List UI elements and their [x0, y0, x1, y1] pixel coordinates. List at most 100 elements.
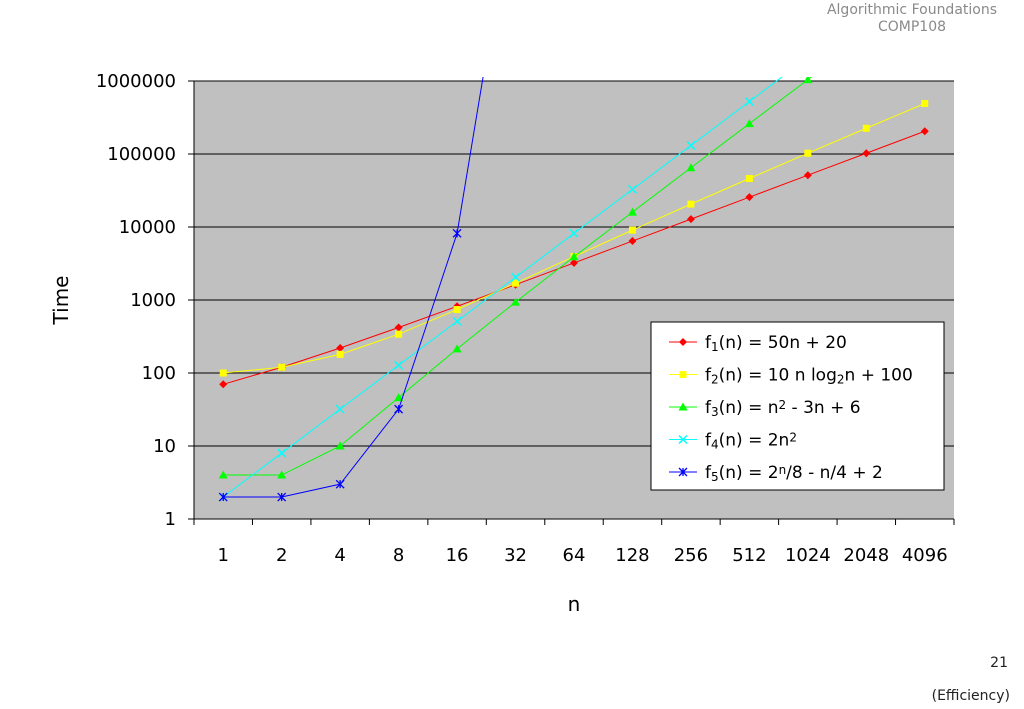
- legend-item-f2: f2(n) = 10 n log2n + 100: [669, 366, 913, 387]
- data-point-f2: [628, 226, 636, 234]
- legend-label-f1: f1(n) = 50n + 20: [705, 333, 847, 354]
- x-tick-label: 32: [504, 545, 527, 566]
- legend-item-f4: f4(n) = 2n2: [669, 430, 797, 452]
- data-point-f2: [687, 200, 695, 208]
- data-point-f1: [219, 380, 228, 389]
- data-point-f3: [218, 470, 228, 479]
- data-point-f2: [804, 149, 812, 157]
- data-point-f3: [627, 207, 637, 216]
- data-point-f4: [686, 140, 696, 150]
- x-tick-label: 8: [393, 545, 404, 566]
- data-point-f3: [277, 470, 287, 479]
- grid-lines: [194, 80, 954, 520]
- data-point-f1: [394, 323, 403, 332]
- slide-header: Algorithmic Foundations COMP108: [812, 2, 1012, 36]
- data-point-f3: [335, 441, 345, 450]
- data-point-f5: [335, 479, 345, 489]
- x-tick-label: 16: [446, 545, 469, 566]
- data-point-f4: [569, 228, 579, 238]
- data-point-f5: [452, 228, 462, 238]
- slide-topic: (Efficiency): [931, 688, 1010, 704]
- y-tick-label: 1: [165, 509, 176, 530]
- x-tick-label: 1024: [785, 545, 831, 566]
- legend-label-f3: f3(n) = n2 - 3n + 6: [705, 398, 861, 419]
- data-point-f2: [336, 350, 344, 358]
- data-point-f1: [745, 193, 754, 202]
- data-point-f4: [511, 272, 521, 282]
- y-tick-label: 100: [142, 363, 176, 384]
- data-point-f5: [277, 492, 287, 502]
- course-code: COMP108: [877, 19, 947, 35]
- course-title: Algorithmic Foundations: [826, 2, 998, 18]
- x-tick-label: 2048: [843, 545, 889, 566]
- data-point-f2: [453, 306, 461, 314]
- series-line-f5: [223, 77, 484, 498]
- data-point-f4: [394, 360, 404, 370]
- data-point-f3: [569, 252, 579, 261]
- axes: [188, 80, 955, 525]
- legend-item-f3: f3(n) = n2 - 3n + 6: [669, 398, 861, 419]
- legend-marker-f5: [678, 467, 688, 477]
- data-point-f3: [511, 297, 521, 306]
- legend: f1(n) = 50n + 20 f2(n) = 10 n log2n + 100…: [650, 321, 945, 491]
- data-point-f4: [627, 184, 637, 194]
- data-point-f2: [921, 100, 929, 108]
- series-f5: [218, 77, 484, 502]
- y-tick-labels: 1 10 100 1000 10000 100000 1000000: [96, 71, 176, 530]
- series-f1: [219, 127, 929, 389]
- data-point-f1: [862, 149, 871, 158]
- data-point-f4: [335, 404, 345, 414]
- y-tick-label: 10: [153, 436, 176, 457]
- data-point-f2: [395, 330, 403, 338]
- data-point-f5: [394, 404, 404, 414]
- legend-label-f5: f5(n) = 2n/8 - n/4 + 2: [705, 463, 883, 484]
- x-tick-label: 4: [334, 545, 345, 566]
- data-point-f1: [920, 127, 929, 136]
- x-axis-title: n: [568, 592, 581, 616]
- legend-label-f2: f2(n) = 10 n log2n + 100: [705, 366, 913, 387]
- data-point-f4: [277, 448, 287, 458]
- x-tick-label: 128: [615, 545, 649, 566]
- data-point-f2: [862, 124, 870, 132]
- data-point-f2: [278, 363, 286, 371]
- x-tick-label: 64: [563, 545, 586, 566]
- legend-box: [650, 321, 945, 491]
- x-tick-label: 512: [732, 545, 766, 566]
- series-f3: [218, 77, 813, 479]
- legend-marker-f1: [679, 338, 687, 346]
- data-point-f4: [452, 316, 462, 326]
- series-lines: [218, 77, 929, 502]
- legend-marker-f4: [678, 434, 688, 445]
- y-tick-label: 100000: [107, 144, 176, 165]
- data-point-f1: [803, 171, 812, 180]
- x-tick-label: 1: [218, 545, 229, 566]
- data-point-f3: [394, 393, 404, 402]
- series-f4: [218, 77, 783, 502]
- data-point-f1: [570, 258, 578, 267]
- data-point-f5: [218, 492, 228, 502]
- y-tick-label: 1000: [130, 290, 176, 311]
- data-point-f2: [745, 174, 753, 182]
- x-tick-label: 4096: [902, 545, 948, 566]
- page-number: 21: [990, 655, 1008, 671]
- data-point-f1: [628, 237, 637, 246]
- data-point-f3: [452, 344, 462, 353]
- legend-item-f1: f1(n) = 50n + 20: [669, 333, 847, 354]
- data-point-f1: [336, 344, 345, 353]
- legend-item-f5: f5(n) = 2n/8 - n/4 + 2: [669, 463, 883, 484]
- data-point-f2: [219, 369, 227, 377]
- legend-label-f4: f4(n) = 2n2: [705, 430, 797, 451]
- data-point-f3: [686, 163, 696, 172]
- legend-marker-f2: [679, 371, 687, 378]
- y-tick-label: 10000: [119, 217, 176, 238]
- y-axis-title: Time: [49, 276, 73, 326]
- data-point-f2: [512, 279, 520, 287]
- y-tick-label: 1000000: [96, 71, 176, 92]
- legend-marker-f3: [678, 402, 688, 411]
- data-point-f4: [744, 96, 754, 107]
- x-tick-label: 2: [276, 545, 287, 566]
- data-point-f3: [744, 119, 754, 128]
- data-point-f3: [803, 77, 813, 84]
- x-tick-labels: 1 2 4 8 16 32 64 128 256 512 1024 2048 4096: [218, 545, 948, 566]
